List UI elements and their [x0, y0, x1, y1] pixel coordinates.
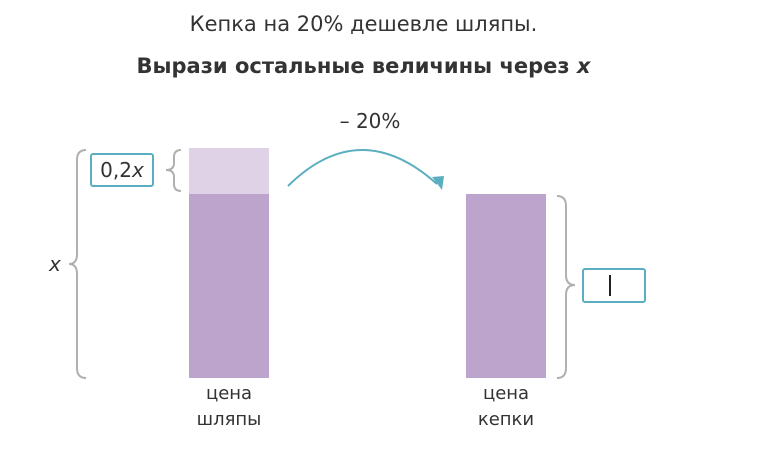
arrow-head — [432, 176, 444, 190]
hat-discount-segment — [189, 148, 269, 194]
hat-price-bar — [189, 194, 269, 378]
cap-brace — [556, 195, 576, 379]
hat-total-brace — [68, 149, 87, 379]
hat-caption-line2: шляпы — [196, 409, 262, 430]
hat-total-label: x — [49, 252, 61, 276]
task-instruction: Вырази остальные величины через x — [0, 54, 727, 78]
discount-arrow — [287, 149, 438, 187]
hat-part-brace — [165, 149, 182, 192]
hat-part-variable: x — [131, 158, 144, 182]
cap-caption-line1: цена — [482, 383, 530, 404]
hat-part-field[interactable]: 0,2x — [90, 153, 154, 187]
problem-statement: Кепка на 20% дешевле шляпы. — [189, 12, 538, 36]
text-caret — [609, 275, 611, 296]
cap-price-input[interactable] — [582, 268, 646, 303]
task-text: Вырази остальные величины через — [136, 54, 570, 78]
cap-caption-line2: кепки — [477, 409, 535, 430]
task-variable: x — [576, 54, 591, 78]
hat-part-value: 0,2 — [100, 158, 132, 182]
cap-price-bar — [466, 194, 546, 378]
hat-caption: цена шляпы — [169, 381, 289, 433]
hat-caption-line1: цена — [205, 383, 253, 404]
discount-label: – 20% — [339, 109, 401, 133]
cap-caption: цена кепки — [446, 381, 566, 433]
